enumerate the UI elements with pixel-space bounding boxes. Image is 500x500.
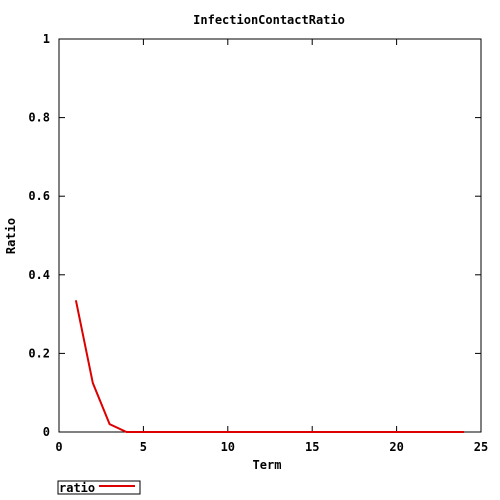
x-tick-label: 25 bbox=[474, 440, 488, 454]
axis-ticks bbox=[58, 38, 482, 433]
y-tick-label: 0.6 bbox=[28, 189, 50, 203]
x-tick-label: 20 bbox=[389, 440, 403, 454]
y-tick-label: 0 bbox=[43, 425, 50, 439]
y-tick-label: 0.4 bbox=[28, 268, 50, 282]
ratio-series-line bbox=[74, 300, 465, 433]
y-axis-label: Ratio bbox=[4, 218, 18, 254]
x-axis-label: Term bbox=[253, 458, 282, 472]
legend-box bbox=[57, 480, 141, 495]
x-tick-label: 5 bbox=[140, 440, 147, 454]
axis-tick-labels: 0 5 10 15 20 25 0 0.2 0.4 0.6 0.8 1 bbox=[28, 32, 488, 454]
legend: ratio bbox=[57, 480, 141, 495]
x-tick-label: 0 bbox=[55, 440, 62, 454]
chart-title: InfectionContactRatio bbox=[193, 13, 345, 27]
x-tick-label: 10 bbox=[221, 440, 235, 454]
plot-frame bbox=[58, 38, 482, 433]
y-tick-label: 0.2 bbox=[28, 346, 50, 360]
y-tick-label: 0.8 bbox=[28, 111, 50, 125]
y-tick-label: 1 bbox=[43, 32, 50, 46]
legend-label: ratio bbox=[59, 481, 95, 495]
x-tick-label: 15 bbox=[305, 440, 319, 454]
